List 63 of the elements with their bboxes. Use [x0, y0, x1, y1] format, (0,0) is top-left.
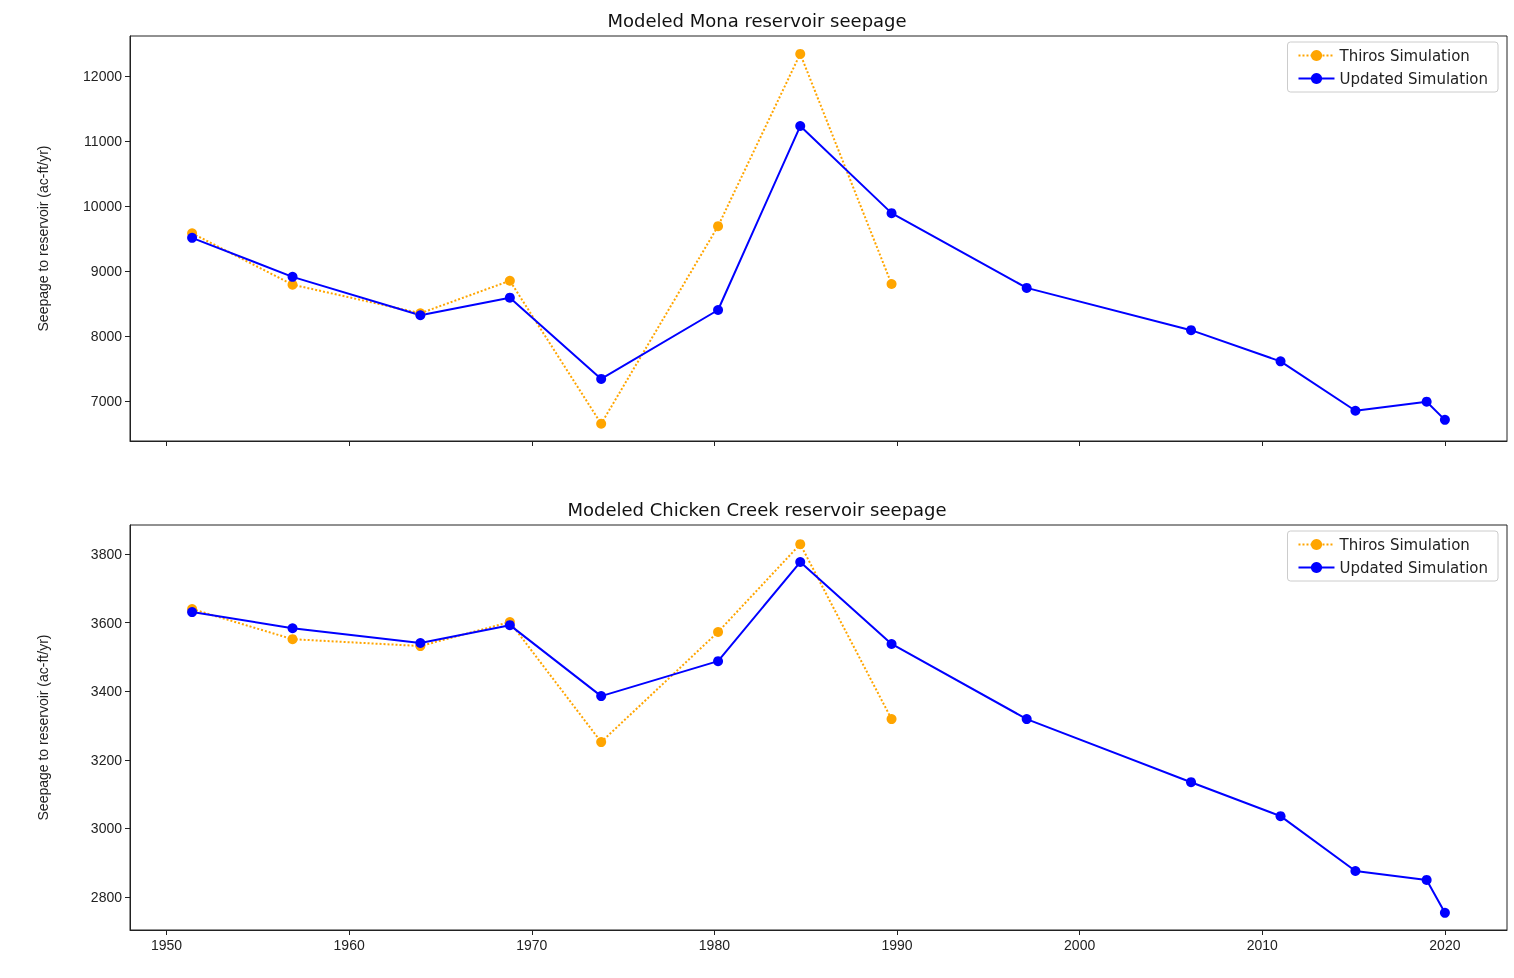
point [1021, 282, 1032, 293]
y-tick-label: 9000 [90, 263, 123, 279]
y-tick-label: 3000 [90, 820, 123, 837]
legend-label: Thiros Simulation [1338, 46, 1470, 65]
x-tick-label: 1950 [150, 937, 183, 953]
y-tick-label: 7000 [90, 393, 123, 410]
point [596, 373, 607, 384]
point [1421, 396, 1432, 407]
y-tick-label: 12000 [83, 67, 123, 84]
point [795, 48, 806, 59]
point [886, 208, 897, 219]
y-tick-label: 10000 [83, 198, 123, 214]
point [1350, 866, 1361, 877]
point [287, 271, 298, 282]
y-tick-label: 3400 [90, 683, 123, 700]
point [287, 623, 298, 634]
point [1275, 811, 1286, 822]
chart-title: Modeled Mona reservoir seepage [607, 9, 907, 31]
x-tick-label: 2010 [1246, 937, 1279, 953]
x-tick-label: 1990 [881, 937, 913, 953]
legend-label: Updated Simulation [1339, 558, 1488, 577]
chart-title: Modeled Chicken Creek reservoir seepage [567, 498, 947, 520]
point [187, 232, 198, 243]
legend-label: Updated Simulation [1339, 69, 1488, 88]
x-tick-label: 1980 [698, 937, 731, 953]
point [596, 737, 607, 748]
point [713, 656, 724, 667]
point [795, 539, 806, 550]
point [1021, 714, 1032, 725]
point [504, 275, 515, 286]
point [886, 714, 897, 725]
point [596, 418, 607, 429]
point [1439, 414, 1450, 425]
x-tick-label: 2020 [1429, 937, 1461, 953]
point [886, 279, 897, 289]
y-axis-title: Seepage to reservoir (ac-ft/yr) [35, 634, 51, 821]
point [415, 637, 426, 648]
y-tick-label: 11000 [84, 132, 123, 149]
point [795, 121, 806, 132]
x-tick-label: 1970 [516, 937, 548, 953]
point [1275, 356, 1286, 367]
x-tick-label: 2000 [1064, 937, 1096, 953]
point [713, 221, 724, 232]
point [1439, 907, 1450, 918]
point [795, 557, 806, 568]
point [1186, 777, 1197, 788]
point [596, 691, 607, 702]
point [886, 639, 897, 649]
point [713, 305, 724, 316]
y-tick-label: 3800 [90, 546, 123, 563]
y-axis-title: Seepage to reservoir (ac-ft/yr) [35, 145, 51, 332]
y-tick-label: 2800 [90, 889, 123, 906]
point [504, 292, 515, 303]
y-tick-label: 3600 [90, 614, 123, 631]
point [287, 634, 298, 645]
point [1350, 405, 1361, 416]
x-tick-label: 1960 [333, 937, 365, 953]
legend-label: Thiros Simulation [1338, 535, 1470, 554]
y-tick-label: 8000 [90, 328, 123, 345]
y-tick-label: 3200 [90, 751, 123, 768]
point [1186, 325, 1197, 336]
point [1421, 874, 1432, 885]
point [713, 627, 724, 637]
